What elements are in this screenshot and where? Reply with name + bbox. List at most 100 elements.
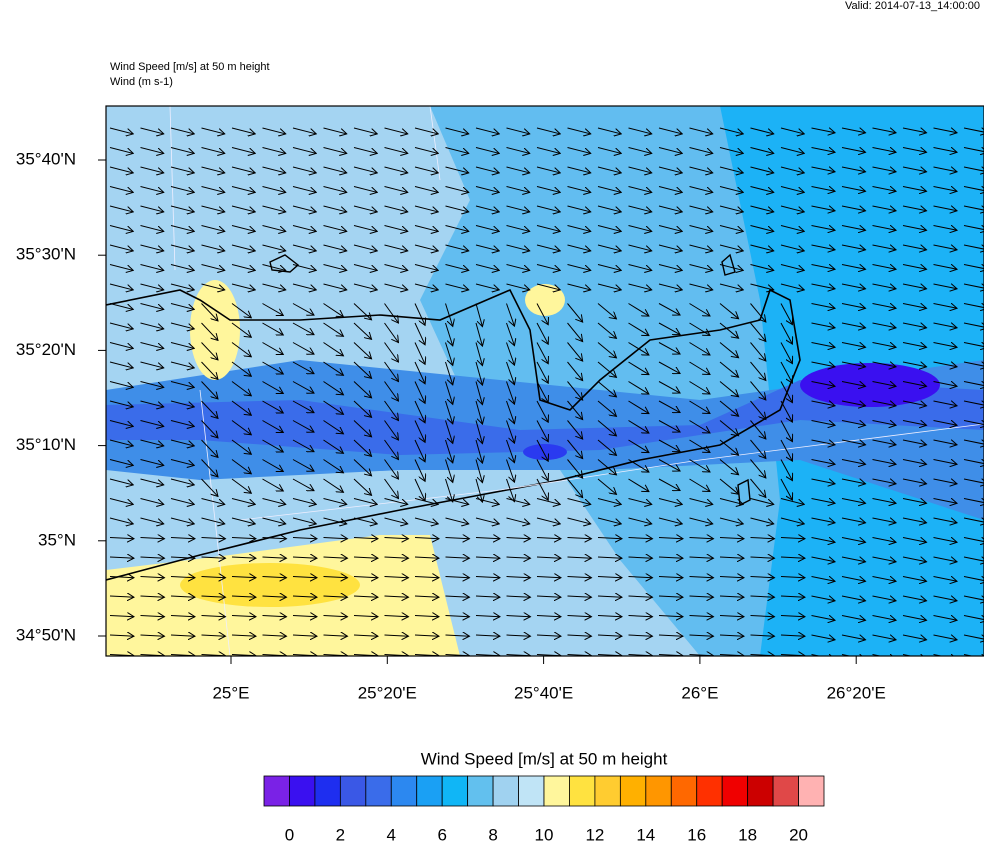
wind-arrow xyxy=(140,244,164,251)
wind-arrow xyxy=(811,635,836,640)
wind-arrow xyxy=(780,420,792,442)
wind-arrow xyxy=(750,459,766,478)
wind-arrow xyxy=(475,205,499,212)
wind-arrow xyxy=(262,635,287,636)
wind-arrow xyxy=(109,361,133,368)
wind-arrow xyxy=(658,361,680,374)
wind-arrow xyxy=(597,616,622,617)
wind-arrow xyxy=(689,517,713,524)
wind-arrow xyxy=(933,616,958,621)
wind-arrow xyxy=(780,459,792,481)
wind-arrow xyxy=(811,460,836,465)
wind-arrow xyxy=(384,517,408,524)
wind-arrow xyxy=(140,498,164,505)
wind-arrow xyxy=(353,244,377,251)
wind-arrow xyxy=(445,244,469,251)
wind-arrow xyxy=(780,225,804,232)
wind-arrow xyxy=(475,557,500,558)
wind-arrow xyxy=(292,420,314,433)
wind-arrow xyxy=(933,538,958,543)
wind-arrow xyxy=(841,538,866,543)
wind-arrow xyxy=(780,264,804,271)
plot-subtitle: Wind (m s-1) xyxy=(110,76,173,88)
wind-arrow xyxy=(567,517,591,524)
wind-arrow xyxy=(506,478,515,502)
wind-arrow xyxy=(262,459,284,472)
wind-arrow xyxy=(170,166,194,173)
wind-arrow xyxy=(872,362,897,367)
wind-arrow xyxy=(231,322,251,337)
wind-arrow xyxy=(536,400,548,422)
wind-arrow xyxy=(109,498,133,505)
wind-arrow xyxy=(750,538,775,539)
wind-arrow xyxy=(323,147,347,154)
wind-arrow xyxy=(658,342,680,355)
wind-arrow xyxy=(231,283,255,290)
wind-arrow xyxy=(109,244,133,251)
wind-arrow xyxy=(384,244,408,251)
wind-arrow xyxy=(933,167,958,172)
wind-arrow xyxy=(231,205,255,212)
wind-arrow xyxy=(841,343,866,348)
wind-arrow xyxy=(567,166,591,173)
wind-arrow xyxy=(567,342,583,362)
wind-arrow xyxy=(109,478,133,485)
wind-arrow xyxy=(414,381,425,404)
wind-arrow xyxy=(872,245,897,250)
wind-arrow xyxy=(963,655,984,656)
wind-arrow xyxy=(140,264,164,271)
wind-arrow xyxy=(750,400,766,419)
wind-arrow xyxy=(323,205,347,212)
wind-arrow xyxy=(933,245,958,250)
wind-arrow xyxy=(628,557,653,558)
lat-label: 35°20'N xyxy=(16,340,76,359)
wind-arrow xyxy=(902,343,927,348)
wind-arrow xyxy=(140,557,165,558)
wind-arrow xyxy=(902,304,927,309)
wind-arrow xyxy=(750,166,774,173)
wind-arrow xyxy=(323,557,348,558)
wind-arrow xyxy=(536,264,560,271)
wind-arrow xyxy=(933,304,958,309)
wind-arrow xyxy=(140,517,164,524)
wind-arrow xyxy=(750,420,766,439)
wind-arrow xyxy=(414,439,425,462)
wind-arrow xyxy=(292,538,317,539)
wind-arrow xyxy=(780,127,804,134)
wind-arrow xyxy=(414,186,438,193)
wind-arrow xyxy=(628,205,652,212)
lon-label: 25°20'E xyxy=(358,683,417,702)
wind-arrow xyxy=(506,322,515,346)
wind-arrow xyxy=(780,166,804,173)
wind-arrow xyxy=(811,148,836,153)
wind-arrow xyxy=(597,381,616,397)
wind-arrow xyxy=(262,577,287,578)
wind-arrow xyxy=(750,478,766,497)
wind-arrow xyxy=(262,205,286,212)
wind-arrow xyxy=(841,128,866,133)
wind-arrow xyxy=(231,186,255,193)
wind-arrow xyxy=(201,127,225,134)
wind-arrow xyxy=(262,283,286,290)
wind-arrow xyxy=(445,166,469,173)
wind-arrow xyxy=(658,127,682,134)
wind-arrow xyxy=(780,147,804,154)
wind-arrow xyxy=(201,420,218,438)
wind-arrow xyxy=(445,322,453,346)
wind-arrow xyxy=(719,517,743,524)
wind-arrow xyxy=(231,538,256,539)
wind-arrow xyxy=(902,577,927,582)
wind-arrow xyxy=(902,596,927,601)
colorbar-box xyxy=(798,775,825,807)
valid-time: Valid: 2014-07-13_14:00:00 xyxy=(845,0,980,12)
wind-arrow xyxy=(658,225,682,232)
wind-arrow xyxy=(231,342,251,357)
wind-arrow xyxy=(323,166,347,173)
wind-arrow xyxy=(780,498,804,505)
wind-arrow xyxy=(506,283,530,290)
wind-arrow xyxy=(292,557,317,558)
wind-arrow xyxy=(414,166,438,173)
wind-arrow xyxy=(506,225,530,232)
wind-arrow xyxy=(567,498,591,505)
wind-arrow xyxy=(323,420,344,434)
